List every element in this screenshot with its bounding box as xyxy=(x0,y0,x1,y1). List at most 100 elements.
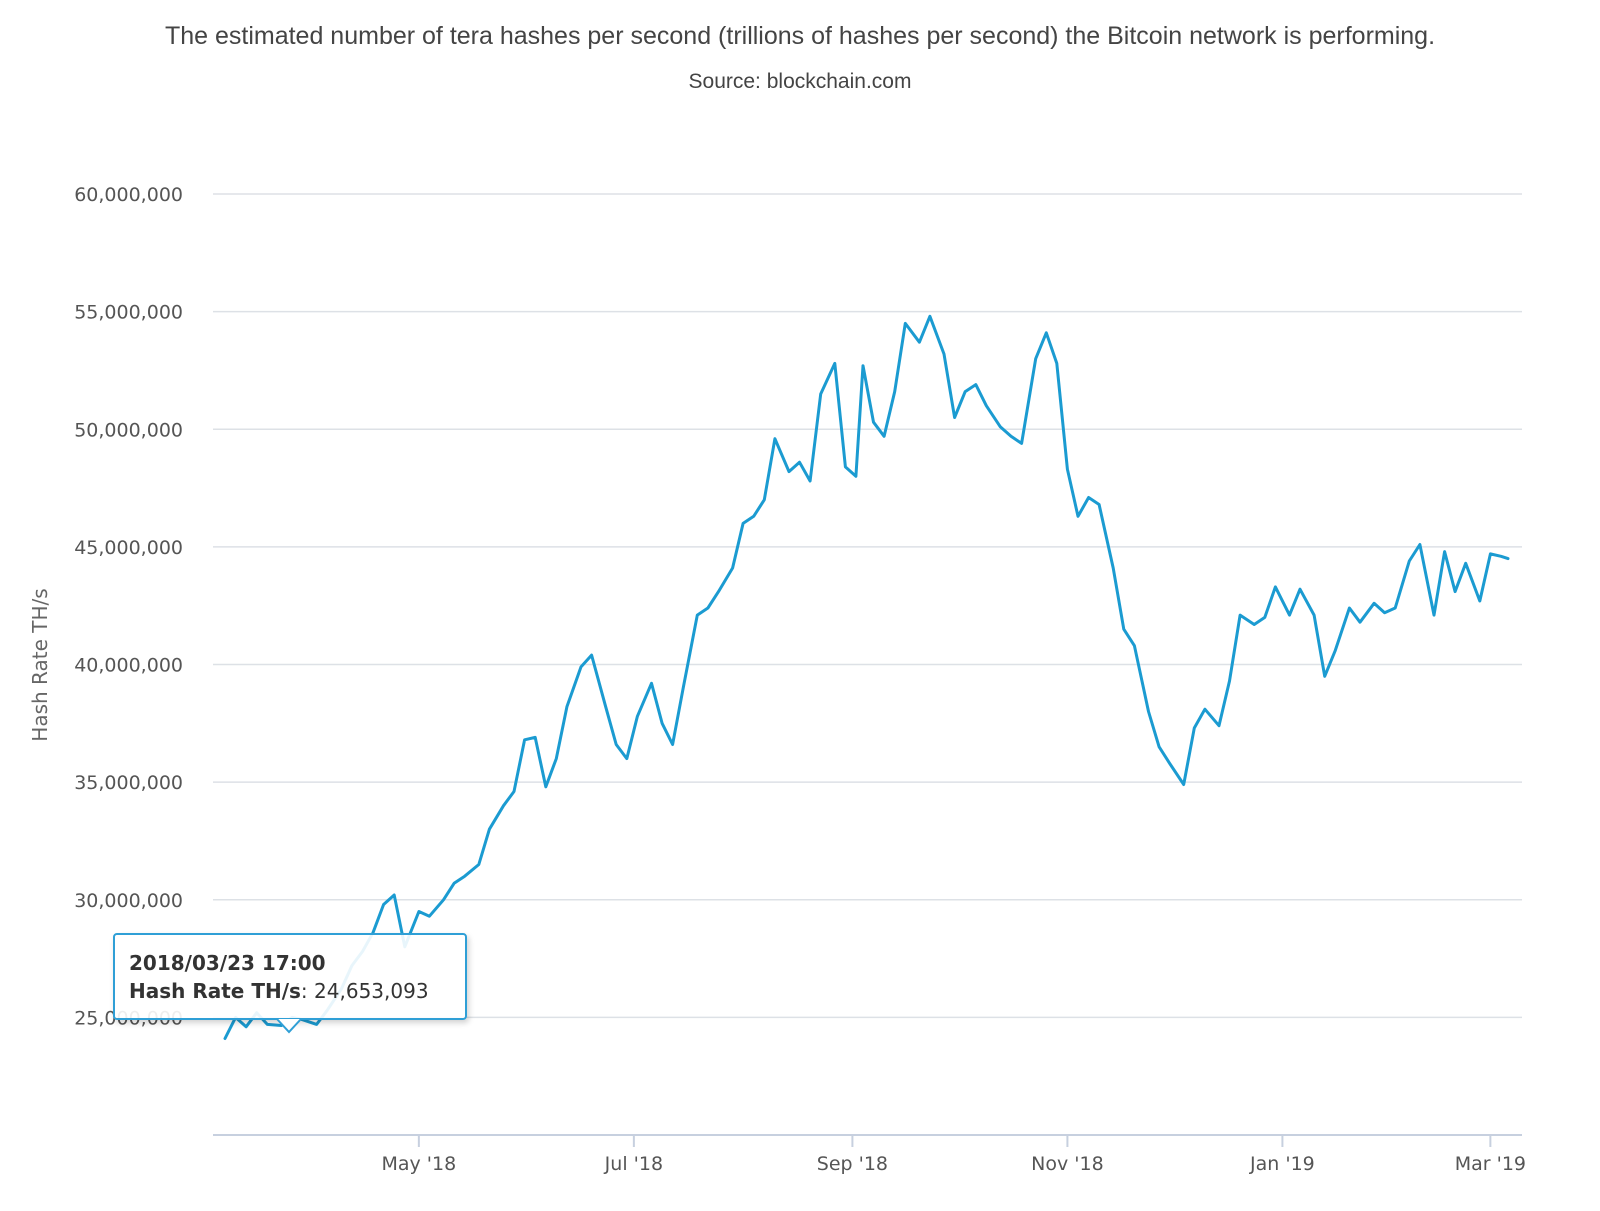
tooltip-date: 2018/03/23 17:00 xyxy=(129,951,326,975)
data-point xyxy=(742,522,744,524)
x-tick-label: Mar '19 xyxy=(1455,1153,1526,1175)
data-point xyxy=(1264,616,1266,618)
data-point xyxy=(1035,358,1037,360)
data-point xyxy=(696,614,698,616)
data-point xyxy=(1228,680,1230,682)
data-point xyxy=(382,903,384,905)
data-point xyxy=(834,362,836,364)
data-point xyxy=(478,863,480,865)
data-point xyxy=(1299,588,1301,590)
data-point xyxy=(953,416,955,418)
data-point xyxy=(1066,468,1068,470)
data-point xyxy=(615,743,617,745)
y-axis-tick-labels: 25,000,00030,000,00035,000,00040,000,000… xyxy=(74,184,183,1029)
data-point xyxy=(605,706,607,708)
series-layer xyxy=(223,314,1510,1040)
tooltip-pointer xyxy=(276,1018,302,1034)
data-point xyxy=(1133,645,1135,647)
data-point xyxy=(1454,590,1456,592)
data-point xyxy=(266,1023,268,1025)
data-point xyxy=(1098,503,1100,505)
y-tick-label: 35,000,000 xyxy=(74,772,183,794)
x-tick-label: Nov '18 xyxy=(1031,1153,1104,1175)
data-point xyxy=(1204,708,1206,710)
data-point xyxy=(1383,612,1385,614)
data-point xyxy=(894,390,896,392)
data-point xyxy=(844,466,846,468)
tooltip-value: 24,653,093 xyxy=(314,979,429,1003)
data-point xyxy=(1158,746,1160,748)
data-point xyxy=(626,757,628,759)
data-point xyxy=(731,567,733,569)
data-point xyxy=(1183,783,1185,785)
data-point xyxy=(315,1023,317,1025)
data-point xyxy=(1313,614,1315,616)
data-point xyxy=(590,654,592,656)
y-tick-label: 50,000,000 xyxy=(74,419,183,441)
y-tick-label: 60,000,000 xyxy=(74,184,183,206)
data-point xyxy=(1479,600,1481,602)
tooltip-series-label: Hash Rate TH/s xyxy=(129,979,301,1003)
data-point xyxy=(999,426,1001,428)
x-tick-label: Jan '19 xyxy=(1249,1153,1315,1175)
data-point xyxy=(1168,762,1170,764)
data-point xyxy=(1500,555,1502,557)
data-point xyxy=(964,390,966,392)
data-point xyxy=(224,1037,226,1039)
data-point xyxy=(943,353,945,355)
x-tick-label: Jul '18 xyxy=(604,1153,663,1175)
chart-title: The estimated number of tera hashes per … xyxy=(164,22,1436,50)
data-point xyxy=(1112,567,1114,569)
data-point xyxy=(671,743,673,745)
data-point xyxy=(862,365,864,367)
data-point xyxy=(682,687,684,689)
data-point xyxy=(442,899,444,901)
data-point xyxy=(753,515,755,517)
data-point xyxy=(1010,435,1012,437)
data-point xyxy=(1218,725,1220,727)
data-point xyxy=(1433,614,1435,616)
data-point xyxy=(717,590,719,592)
data-point xyxy=(1288,614,1290,616)
data-point xyxy=(809,480,811,482)
x-tick-label: Sep '18 xyxy=(817,1153,888,1175)
data-point xyxy=(985,405,987,407)
data-point xyxy=(1408,560,1410,562)
data-point xyxy=(904,322,906,324)
data-point xyxy=(453,882,455,884)
data-point xyxy=(580,666,582,668)
data-point xyxy=(545,786,547,788)
data-point xyxy=(855,475,857,477)
data-point xyxy=(975,383,977,385)
data-point xyxy=(774,438,776,440)
y-tick-label: 55,000,000 xyxy=(74,302,183,324)
data-point xyxy=(929,315,931,317)
data-point xyxy=(464,875,466,877)
data-point xyxy=(661,722,663,724)
x-tick-label: May '18 xyxy=(381,1153,456,1175)
data-point xyxy=(1123,628,1125,630)
data-point xyxy=(555,757,557,759)
data-point xyxy=(1489,553,1491,555)
data-point xyxy=(798,461,800,463)
data-point xyxy=(1056,362,1058,364)
data-point xyxy=(1394,607,1396,609)
grid-lines xyxy=(213,193,1522,1019)
data-point xyxy=(650,682,652,684)
data-point xyxy=(1373,602,1375,604)
y-tick-label: 30,000,000 xyxy=(74,890,183,912)
data-point xyxy=(918,341,920,343)
data-point xyxy=(1274,586,1276,588)
data-point xyxy=(1324,675,1326,677)
data-point xyxy=(428,915,430,917)
data-point xyxy=(788,470,790,472)
data-point xyxy=(1334,649,1336,651)
data-point xyxy=(488,828,490,830)
data-point xyxy=(1348,607,1350,609)
data-point xyxy=(1465,562,1467,564)
data-point xyxy=(1443,550,1445,552)
data-point xyxy=(763,499,765,501)
data-point xyxy=(1239,614,1241,616)
y-axis-title: Hash Rate TH/s xyxy=(28,588,52,741)
